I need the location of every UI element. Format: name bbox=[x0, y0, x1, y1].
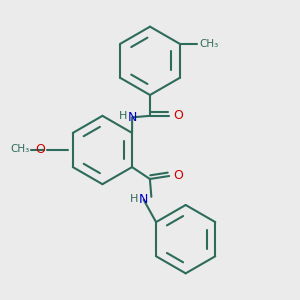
Text: N: N bbox=[139, 193, 148, 206]
Text: H: H bbox=[130, 194, 138, 204]
Text: H: H bbox=[118, 111, 127, 122]
Text: CH₃: CH₃ bbox=[11, 144, 30, 154]
Text: O: O bbox=[173, 169, 183, 182]
Text: O: O bbox=[173, 109, 183, 122]
Text: N: N bbox=[128, 111, 137, 124]
Text: CH₃: CH₃ bbox=[199, 39, 218, 49]
Text: O: O bbox=[35, 143, 45, 156]
